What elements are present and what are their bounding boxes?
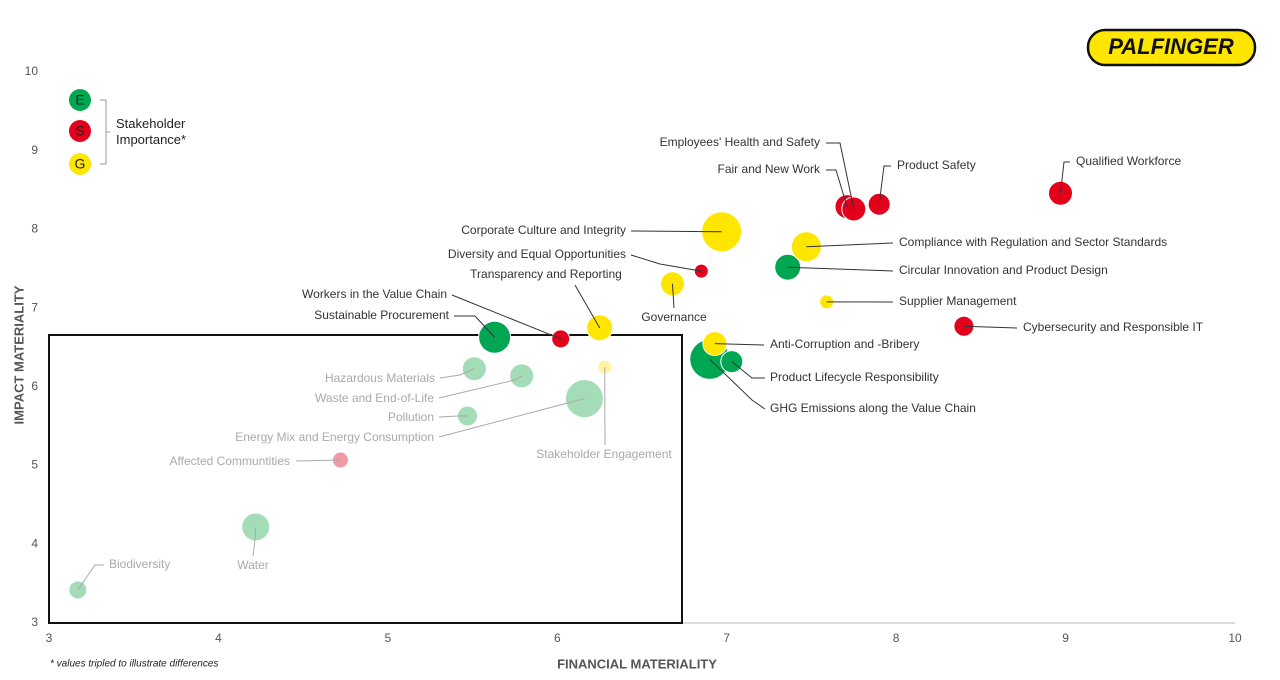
y-tick-label: 7 (31, 300, 38, 314)
y-tick-label: 9 (31, 143, 38, 157)
logo-badge (1086, 28, 1257, 67)
leader-line (731, 361, 765, 379)
leader-line (709, 358, 766, 410)
x-axis-title: FINANCIAL MATERIALITY (557, 656, 717, 671)
x-tick-label: 9 (1062, 631, 1069, 645)
bubble-label: Stakeholder Engagement (536, 447, 672, 461)
bubble-label: Anti-Corruption and -Bribery (770, 337, 919, 351)
y-tick-label: 5 (31, 458, 38, 472)
x-tick-label: 8 (893, 631, 900, 645)
bubble-label: Qualified Workforce (1076, 154, 1181, 168)
legend-swatch (69, 120, 91, 142)
leader-line (295, 459, 341, 462)
bubble-label: Workers in the Value Chain (302, 287, 447, 301)
leader-line (714, 343, 765, 346)
legend-label: S (75, 123, 84, 139)
bubble-label: Employees' Health and Safety (660, 135, 820, 149)
leader-line (630, 230, 722, 233)
bubble-label: GHG Emissions along the Value Chain (770, 401, 976, 415)
leader-line (438, 415, 468, 418)
y-axis-title: IMPACT MATERIALITY (11, 285, 26, 424)
bubble-label: Waste and End-of-Life (315, 391, 434, 405)
leader-line (826, 169, 848, 207)
bubble-label: Supplier Management (899, 294, 1017, 308)
x-tick-label: 10 (1228, 631, 1242, 645)
leader-line (77, 564, 104, 591)
leader-line (826, 142, 855, 210)
bubble-label: Water (237, 558, 269, 572)
bubble-label: Product Lifecycle Responsibility (770, 370, 939, 384)
x-tick-label: 5 (385, 631, 392, 645)
bubble-label: Diversity and Equal Opportunities (448, 247, 626, 261)
x-tick-label: 7 (723, 631, 730, 645)
leader-line (878, 165, 891, 205)
bubble-label: Pollution (388, 410, 434, 424)
bubble (509, 363, 535, 389)
x-tick-label: 4 (215, 631, 222, 645)
bubble-label: Sustainable Procurement (314, 308, 449, 322)
legend-title: Stakeholder Importance* (116, 116, 187, 147)
leader-line (438, 375, 522, 399)
logo-text: PALFINGER (1108, 34, 1234, 59)
y-tick-label: 6 (31, 379, 38, 393)
bubble-label: Energy Mix and Energy Consumption (235, 430, 434, 444)
bubble-label: Governance (641, 310, 707, 324)
footnote: * values tripled to illustrate differenc… (50, 659, 218, 670)
legend-swatch (69, 89, 91, 111)
y-tick-label: 3 (31, 615, 38, 629)
logo: PALFINGER (1086, 28, 1257, 67)
legend-label: E (75, 92, 84, 108)
y-tick-label: 10 (25, 64, 39, 78)
bubble-label: Biodiversity (109, 557, 170, 571)
leader-line (451, 294, 561, 340)
leader-line (454, 315, 495, 338)
leader-line (1059, 161, 1070, 194)
bubble-label: Fair and New Work (718, 162, 821, 176)
legend-label: G (75, 156, 86, 172)
bubble-label: Cybersecurity and Responsible IT (1023, 320, 1204, 334)
leader-line (574, 284, 601, 329)
bubble-label: Compliance with Regulation and Sector St… (899, 235, 1167, 249)
leader-line (671, 283, 675, 309)
legend-bracket (100, 99, 110, 165)
leader-line (439, 368, 475, 379)
bubble-label: Transparency and Reporting (470, 267, 622, 281)
bubble-label: Product Safety (897, 158, 976, 172)
leader-line (787, 266, 894, 272)
y-tick-label: 8 (31, 222, 38, 236)
leader-line (252, 526, 257, 557)
bubble-label: Corporate Culture and Integrity (461, 223, 626, 237)
bubble-label: Affected Communtities (170, 454, 291, 468)
leader-line (438, 398, 585, 438)
leader-line (806, 242, 894, 248)
leader-line (963, 325, 1018, 329)
x-tick-label: 3 (46, 631, 53, 645)
leader-line (630, 254, 702, 272)
focus-box (48, 334, 683, 624)
bubble-label: Hazardous Materials (325, 371, 435, 385)
y-tick-label: 4 (31, 536, 38, 550)
bubble-label: Circular Innovation and Product Design (899, 263, 1108, 277)
x-tick-label: 6 (554, 631, 561, 645)
legend-swatch (69, 153, 91, 175)
